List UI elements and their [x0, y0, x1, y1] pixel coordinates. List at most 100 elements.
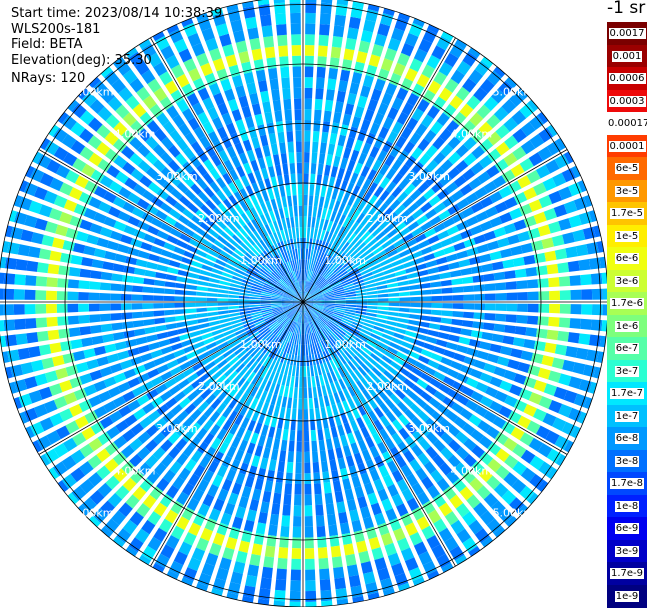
ray-gate	[298, 249, 301, 260]
ray-gate	[79, 315, 90, 324]
colorbar-label: 1.7e-9	[607, 567, 647, 580]
ray-gate	[299, 388, 303, 399]
ray-gate	[275, 579, 286, 590]
ray-gate	[67, 304, 78, 313]
colorbar-label: 1e-8	[607, 500, 647, 513]
ray-gate	[36, 318, 47, 328]
ray-gate	[433, 249, 445, 258]
ray-gate	[121, 312, 132, 319]
nrays-label: NRays: 120	[11, 71, 85, 87]
ray-gate	[196, 303, 207, 307]
ray-gate	[335, 302, 346, 304]
ray-gate	[298, 345, 301, 356]
ray-gate	[297, 430, 302, 441]
ray-gate	[319, 24, 330, 35]
ray-gate	[324, 428, 331, 439]
ray-gate	[534, 253, 546, 264]
ray-gate	[48, 264, 60, 274]
colorbar-tick-label: 0.001	[612, 51, 643, 62]
ray-gate	[58, 329, 70, 339]
ray-gate	[101, 272, 113, 281]
ray-gate	[336, 91, 345, 103]
ray-gate	[459, 337, 471, 345]
ray-gate	[317, 386, 322, 397]
colorbar-label: 3e-6	[607, 275, 647, 288]
colorbar-label: 3e-7	[607, 365, 647, 378]
ray-gate	[328, 524, 338, 536]
ray-gate	[37, 262, 49, 273]
ray-gate	[83, 348, 95, 358]
ray-gate	[89, 314, 100, 322]
ray-gate	[580, 274, 591, 285]
ray-gate	[506, 293, 517, 301]
ray-gate	[356, 51, 367, 64]
ray-gate	[18, 348, 30, 360]
ray-gate	[157, 264, 169, 272]
ray-gate	[265, 47, 275, 59]
ray-gate	[136, 337, 148, 345]
ray-gate	[405, 331, 416, 338]
ray-gate	[278, 132, 285, 143]
ray-gate	[100, 293, 111, 300]
ray-gate	[49, 251, 61, 262]
ray-gate	[81, 337, 93, 347]
ray-gate	[132, 303, 143, 309]
ray-gate	[264, 112, 273, 124]
ray-gate	[320, 590, 332, 602]
ray-gate	[267, 404, 274, 415]
colorbar-tick-label: 3e-7	[615, 366, 640, 377]
ray-gate	[110, 303, 121, 310]
ray-gate	[242, 486, 252, 498]
ray-gate	[332, 404, 339, 415]
ray-gate	[349, 17, 361, 29]
ray-gate	[60, 341, 72, 352]
ray-gate	[276, 569, 287, 580]
ray-gate	[273, 493, 282, 505]
ray-gate	[278, 461, 285, 472]
colorbar-tick-label: 1.7e-7	[610, 388, 644, 399]
ray-gate	[504, 325, 516, 334]
ray-gate	[462, 320, 473, 327]
ray-gate	[528, 292, 539, 301]
ray-gate	[80, 269, 92, 278]
ray-gate	[7, 242, 19, 254]
ray-gate	[80, 326, 92, 335]
ray-gate	[350, 150, 359, 162]
ray-gate	[441, 318, 452, 325]
ray-gate	[426, 336, 438, 344]
ray-gate	[18, 244, 30, 256]
ray-gate	[100, 314, 111, 322]
ray-gate	[323, 482, 331, 494]
colorbar-tick-label: 6e-8	[615, 433, 640, 444]
ray-gate	[320, 13, 331, 24]
ray-gate	[471, 266, 483, 274]
ray-gate	[309, 238, 313, 249]
ray-gate	[304, 227, 307, 238]
ray-gate	[296, 141, 302, 152]
instrument-label: WLS200s-181	[11, 22, 100, 38]
ray-gate	[97, 237, 109, 247]
ray-gate	[185, 297, 196, 301]
colorbar-tick-label: 3e-6	[615, 276, 640, 287]
ray-gate	[291, 34, 301, 45]
ray-gate	[335, 491, 344, 503]
ray-gate	[293, 66, 302, 77]
ray-gate	[304, 109, 311, 120]
ray-gate	[236, 551, 248, 564]
ray-gate	[238, 540, 249, 553]
ray-gate	[186, 285, 197, 290]
ray-gate	[247, 509, 257, 521]
colorbar-label: 1e-7	[607, 410, 647, 423]
ray-gate	[313, 131, 320, 142]
ray-gate	[506, 281, 517, 289]
ray-gate	[153, 357, 165, 366]
ray-gate	[334, 15, 346, 27]
colorbar-label: 6e-7	[607, 342, 647, 355]
ray-gate	[262, 491, 271, 503]
ray-gate	[229, 291, 240, 295]
ray-gate	[349, 509, 359, 521]
ray-gate	[69, 327, 81, 337]
ray-gate	[305, 537, 314, 548]
ray-gate	[589, 335, 601, 347]
ray-gate	[358, 152, 367, 164]
